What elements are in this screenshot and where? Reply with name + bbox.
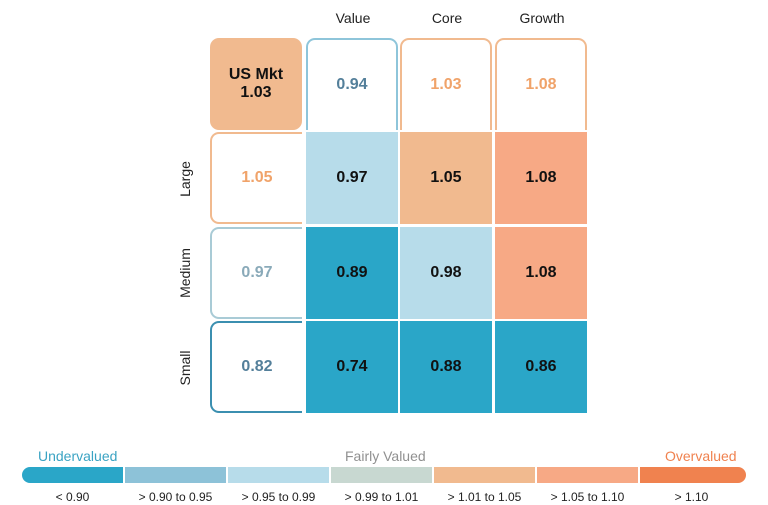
row-total-small: 0.82 [210,321,302,413]
column-total-growth: 1.08 [495,38,587,130]
heatmap-cell-large-growth: 1.08 [495,132,587,224]
legend-bin-090-095 [125,467,226,483]
legend-undervalued-label: Undervalued [38,448,118,464]
heatmap-cell-medium-value: 0.89 [306,227,398,319]
row-total-large: 1.05 [210,132,302,224]
row-total-medium: 0.97 [210,227,302,319]
legend-bin-label: > 0.95 to 0.99 [241,490,316,504]
column-total-value: 0.94 [306,38,398,130]
legend-bin-101-105 [434,467,535,483]
row-header-small: Small [177,350,193,386]
legend-bin-label: > 0.99 to 1.01 [344,490,419,504]
row-header-large: Large [177,161,193,197]
us-market-cell: US Mkt 1.03 [210,38,302,130]
heatmap-cell-medium-growth: 1.08 [495,227,587,319]
heatmap-cell-large-core: 1.05 [400,132,492,224]
legend-bin-label: > 1.01 to 1.05 [447,490,522,504]
legend-bin-label: > 1.10 [674,490,709,504]
column-total-core: 1.03 [400,38,492,130]
legend-bin-label: > 1.05 to 1.10 [550,490,625,504]
column-header-value: Value [335,10,371,26]
legend-bin-label: > 0.90 to 0.95 [138,490,213,504]
heatmap-cell-small-core: 0.88 [400,321,492,413]
column-header-growth: Growth [519,10,565,26]
column-header-core: Core [431,10,463,26]
legend-bin-099-101 [331,467,432,483]
us-market-value: 1.03 [240,84,272,101]
legend-bin-lt-090 [22,467,123,483]
heatmap-cell-large-value: 0.97 [306,132,398,224]
heatmap-cell-small-growth: 0.86 [495,321,587,413]
legend-overvalued-label: Overvalued [665,448,737,464]
legend-bin-label: < 0.90 [55,490,90,504]
legend-bin-gt-110 [640,467,746,483]
row-header-medium: Medium [177,248,193,298]
heatmap-cell-medium-core: 0.98 [400,227,492,319]
legend-fairly-valued-label: Fairly Valued [345,448,426,464]
legend-bin-105-110 [537,467,638,483]
heatmap-cell-small-value: 0.74 [306,321,398,413]
us-market-label: US Mkt [228,66,284,83]
legend-bin-095-099 [228,467,329,483]
